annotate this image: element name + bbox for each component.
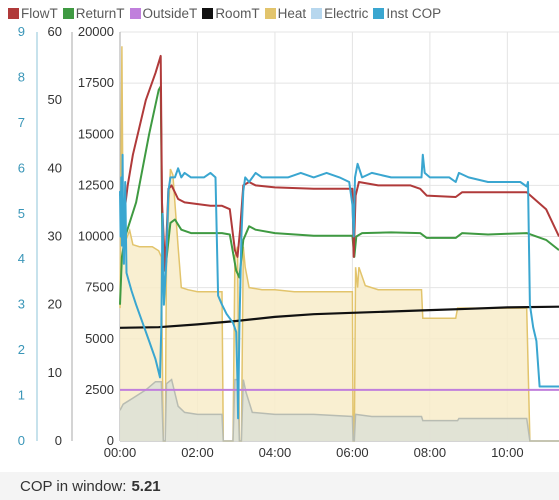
electric-area [120,379,559,441]
legend-swatch [264,7,276,19]
legend-label: OutsideT [142,5,198,21]
cop-tick-label: 2 [18,342,25,357]
legend-item-roomt[interactable]: RoomT [202,5,260,21]
power-tick-label: 17500 [78,75,114,90]
legend-label: Heat [277,5,307,21]
temp-tick-label: 40 [48,160,62,175]
chart-plot: 0 1 2 3 4 5 6 7 8 9 0 10 20 30 40 50 60 0 2500 5000 7500 1000… [18,26,559,460]
legend-swatch [373,7,385,19]
cop-tick-label: 4 [18,251,25,266]
legend-item-returnt[interactable]: ReturnT [62,5,125,21]
returnt-line [119,85,559,305]
legend-label: FlowT [21,5,58,21]
cop-tick-label: 3 [18,297,25,312]
legend-item-outsidet[interactable]: OutsideT [129,5,198,21]
legend-item-inst-cop[interactable]: Inst COP [373,6,441,21]
heat-area [120,46,559,442]
legend-swatch [129,7,141,19]
chart-legend: FlowT ReturnT OutsideT RoomT Heat Electric Ins… [0,0,559,26]
cop-tick-label: 8 [18,69,25,84]
power-tick-label: 12500 [78,177,114,192]
power-tick-label: 10000 [78,229,114,244]
power-tick-label: 2500 [85,382,114,397]
legend-item-flowt[interactable]: FlowT [8,6,58,21]
x-tick-label: 10:00 [491,445,524,460]
cop-window-label: COP in window: [20,477,127,495]
legend-label: Electric [324,5,369,21]
temp-tick-label: 0 [55,433,62,448]
legend-swatch [202,7,214,19]
cop-tick-label: 1 [18,388,25,403]
electric-line [119,378,559,442]
temp-tick-label: 30 [48,229,62,244]
cop-tick-label: 7 [18,115,25,130]
power-tick-label: 7500 [85,280,114,295]
legend-swatch [8,7,19,19]
flowt-line [119,54,559,272]
roomt-line [119,305,559,329]
temp-tick-label: 20 [48,297,62,312]
heat-line [119,46,559,442]
temp-tick-label: 60 [48,26,62,39]
cop-tick-label: 0 [18,433,25,448]
x-tick-label: 02:00 [181,445,214,460]
legend-label: Inst COP [386,5,442,21]
cop-window-value: 5.21 [131,477,161,495]
x-tick-label: 04:00 [259,445,292,460]
legend-item-heat[interactable]: Heat [264,5,307,21]
cop-tick-label: 9 [18,26,25,39]
x-tick-label: 06:00 [336,445,369,460]
legend-item-electric[interactable]: Electric [311,6,368,21]
legend-swatch [62,7,74,19]
power-tick-label: 0 [107,433,114,448]
legend-label: ReturnT [75,5,125,21]
x-tick-label: 00:00 [104,445,137,460]
legend-label: RoomT [215,5,260,21]
cop-summary: COP in window: 5.21 [0,472,559,500]
cop-tick-label: 6 [18,160,25,175]
inst-cop-line [119,153,559,420]
x-tick-label: 08:00 [414,445,447,460]
legend-swatch [311,7,323,19]
temp-tick-label: 10 [48,365,62,380]
power-tick-label: 20000 [78,26,114,39]
cop-tick-label: 5 [18,206,25,221]
power-tick-label: 15000 [78,126,114,141]
power-tick-label: 5000 [85,331,114,346]
temp-tick-label: 50 [48,92,62,107]
